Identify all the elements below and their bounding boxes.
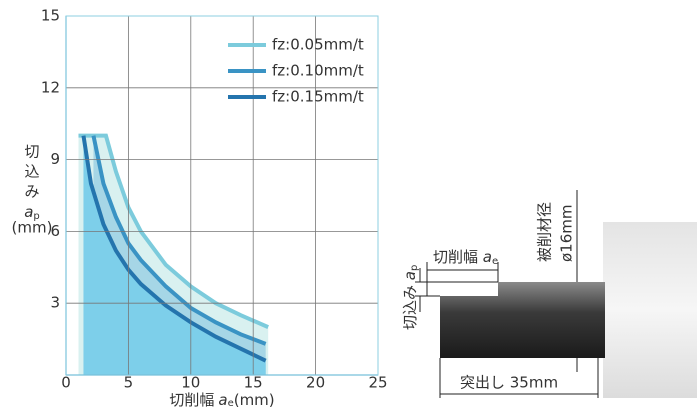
legend-label: fz:0.10mm/t xyxy=(272,62,364,80)
x-label-unit: (mm) xyxy=(234,391,275,409)
depth-label: 切込み ap xyxy=(401,265,421,330)
x-tick-label: 10 xyxy=(181,374,200,392)
y-label-char: 切 xyxy=(24,143,39,161)
y-tick-label: 15 xyxy=(41,7,60,25)
width-symbol: a xyxy=(483,248,492,266)
page: 05101520253691215fz:0.05mm/tfz:0.10mm/tf… xyxy=(0,0,697,410)
x-tick-label: 5 xyxy=(124,374,134,392)
x-tick-label: 15 xyxy=(244,374,263,392)
legend-label: fz:0.15mm/t xyxy=(272,88,364,106)
legend-label: fz:0.05mm/t xyxy=(272,36,364,54)
diameter-value: ø16mm xyxy=(558,205,576,263)
y-label-unit: (mm) xyxy=(12,219,53,237)
overhang-label: 突出し 35mm xyxy=(460,374,558,392)
width-subscript: e xyxy=(492,256,498,267)
x-tick-label: 20 xyxy=(306,374,325,392)
x-tick-label: 0 xyxy=(61,374,71,392)
y-tick-label: 12 xyxy=(41,78,60,96)
x-label-text: 切削幅 xyxy=(169,391,214,409)
holder xyxy=(603,222,697,398)
depth-text: 切込み xyxy=(401,285,419,330)
depth-symbol: a xyxy=(401,271,419,280)
depth-subscript: p xyxy=(409,265,420,271)
width-text: 切削幅 xyxy=(433,248,478,266)
x-tick-label: 25 xyxy=(368,374,387,392)
diameter-text: 被削材径 xyxy=(536,202,554,262)
y-label-char: み xyxy=(24,183,39,201)
diagram: 切削幅 ae 切込み ap 被削材径 ø16mm 突出し 35mm xyxy=(401,190,697,398)
width-label: 切削幅 ae xyxy=(433,248,498,268)
y-label-char: 込 xyxy=(24,163,39,181)
y-tick-label: 3 xyxy=(50,294,60,312)
y-tick-label: 9 xyxy=(50,150,60,168)
tool xyxy=(440,282,605,358)
x-label-italic: a xyxy=(218,391,227,409)
